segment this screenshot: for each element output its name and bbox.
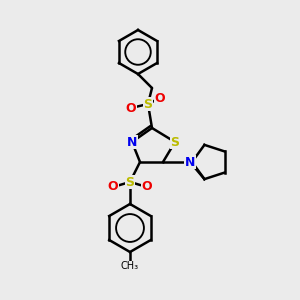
Text: N: N (185, 155, 195, 169)
Text: CH₃: CH₃ (121, 261, 139, 271)
Text: O: O (155, 92, 165, 104)
Text: O: O (108, 181, 118, 194)
Text: N: N (127, 136, 137, 148)
Text: S: S (143, 98, 152, 110)
Text: S: S (170, 136, 179, 148)
Text: S: S (125, 176, 134, 188)
Text: O: O (126, 101, 136, 115)
Text: O: O (142, 181, 152, 194)
